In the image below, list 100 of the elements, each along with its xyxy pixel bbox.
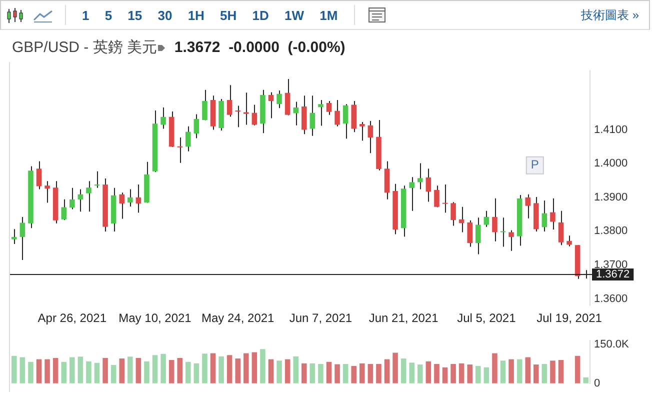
candlestick [508, 230, 514, 252]
x-tick-label: May 10, 2021 [118, 311, 192, 326]
candlestick [284, 78, 290, 116]
candlestick [409, 176, 414, 212]
bar [508, 359, 514, 384]
bar [252, 352, 258, 384]
bar [102, 358, 108, 384]
candlestick [36, 160, 42, 190]
bar [226, 355, 232, 384]
candlestick [334, 100, 340, 127]
candlestick [194, 114, 200, 139]
bar [426, 361, 432, 384]
candlestick [202, 89, 208, 121]
bar [78, 356, 84, 384]
candlestick [186, 126, 191, 152]
bar [450, 364, 456, 384]
bar [516, 359, 522, 384]
chart-title: GBP/USD - 英鎊 美元 [12, 38, 158, 57]
bar [86, 361, 92, 384]
bar [583, 377, 588, 384]
bar [318, 364, 324, 384]
bar [44, 359, 50, 384]
bar [458, 363, 464, 384]
candlestick [434, 185, 440, 208]
bar [144, 361, 150, 384]
candlestick [86, 180, 92, 212]
bar [128, 356, 133, 384]
candlestick [318, 100, 324, 126]
candlestick [235, 105, 240, 128]
bar [492, 353, 498, 384]
candlestick [226, 84, 232, 118]
bar [218, 356, 224, 384]
candlestick [342, 104, 348, 140]
bar [244, 353, 249, 384]
x-tick-label: Jul 5, 2021 [457, 311, 516, 326]
bar [534, 364, 539, 384]
bar [467, 364, 472, 384]
bar [400, 358, 406, 384]
y-tick-label: 1.3600 [594, 292, 628, 305]
bar [500, 360, 506, 384]
bar [360, 363, 365, 384]
candlestick [12, 228, 17, 245]
candlestick [78, 188, 84, 212]
y-tick-label: 150.0K [594, 338, 630, 351]
x-tick-label: Jun 21, 2021 [368, 311, 439, 326]
bar [484, 367, 490, 384]
candlestick [136, 184, 142, 214]
bar [119, 358, 124, 384]
bar [52, 358, 58, 384]
candlestick [20, 216, 26, 260]
bar [550, 360, 556, 384]
candlestick [177, 137, 182, 164]
candlestick [426, 168, 432, 202]
bar [302, 363, 307, 384]
bar [152, 355, 158, 384]
bar [268, 359, 274, 384]
candlestick [566, 235, 572, 247]
candlestick [525, 194, 530, 219]
bar [168, 360, 174, 384]
candlestick [160, 106, 166, 130]
candlestick [244, 92, 249, 126]
candlestick [476, 217, 481, 255]
bar [384, 359, 390, 384]
candlestick [119, 192, 124, 220]
candlestick [558, 210, 564, 246]
x-tick-label: Jul 19, 2021 [536, 311, 602, 326]
bar [326, 362, 332, 384]
bar [210, 353, 216, 384]
candlestick [293, 101, 298, 126]
bar [94, 362, 100, 384]
bar [36, 359, 42, 384]
candlestick [44, 180, 50, 204]
bar [284, 359, 290, 384]
bar [186, 362, 191, 384]
bar [20, 357, 26, 384]
bar [61, 362, 66, 384]
candlestick [542, 200, 548, 232]
candlestick [128, 188, 133, 208]
bar [574, 356, 580, 384]
candlestick [94, 170, 100, 188]
bar [334, 364, 340, 384]
candlestick [268, 92, 274, 119]
bar [260, 349, 266, 384]
candlestick [418, 162, 423, 190]
bar [310, 363, 316, 384]
y-tick-label: 1.4000 [594, 158, 628, 170]
text: 1 5 15 30 1H 5H 1D 1W 1M [81, 6, 339, 24]
candlestick [360, 121, 365, 142]
candlestick [492, 198, 498, 242]
bar [368, 364, 374, 384]
candlestick [302, 95, 307, 135]
bar [418, 364, 423, 384]
bar [392, 352, 398, 384]
annotation: P [530, 158, 539, 172]
bar [160, 354, 166, 384]
bar [476, 366, 481, 384]
bar [110, 364, 116, 384]
candlestick [252, 104, 258, 126]
bar [276, 360, 282, 384]
candlestick [326, 100, 332, 116]
